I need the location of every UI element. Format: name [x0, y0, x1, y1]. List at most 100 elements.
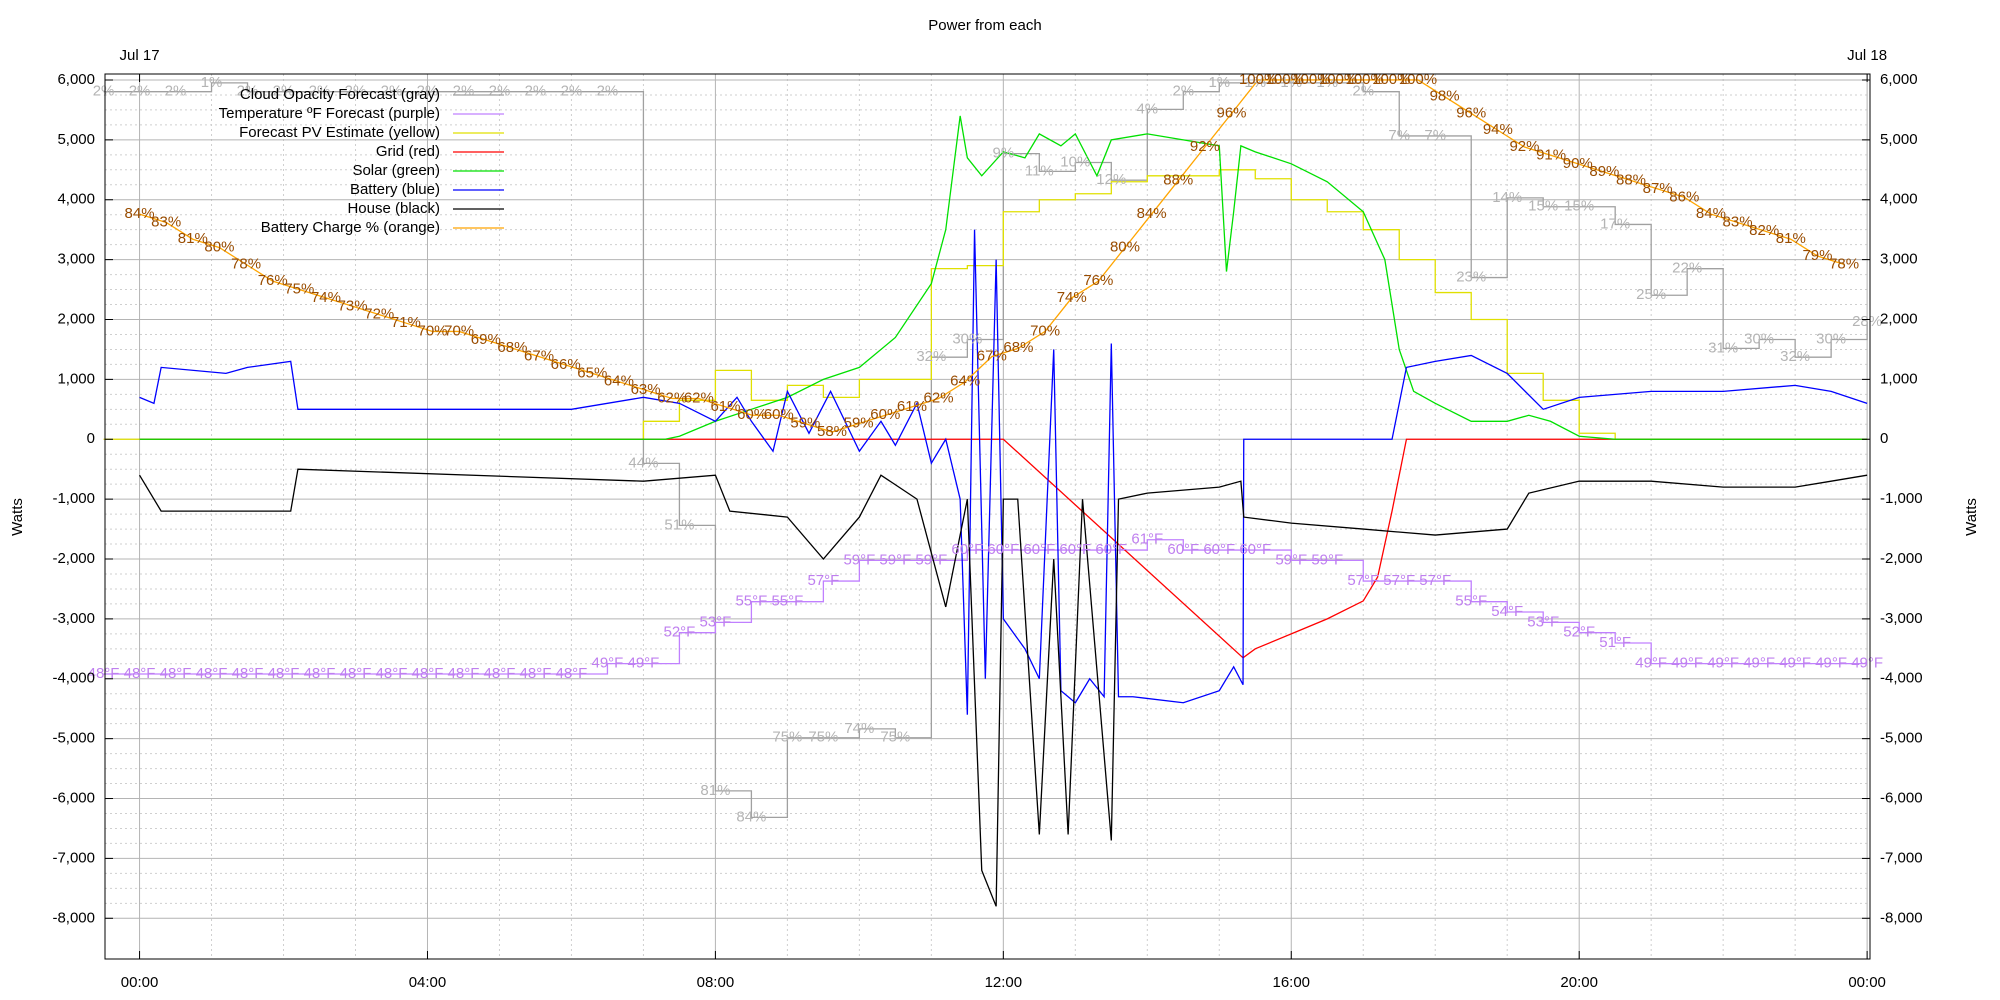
- data-label: 62%: [684, 389, 714, 406]
- data-label: 60°F: [951, 541, 983, 558]
- data-label: 17%: [1600, 215, 1630, 232]
- series-line: [103, 539, 1868, 675]
- data-label: 32%: [916, 348, 946, 365]
- data-label: 30%: [1744, 330, 1774, 347]
- data-label: 28%: [1852, 313, 1882, 330]
- data-label: 48°F: [160, 665, 192, 682]
- data-label: 73%: [338, 297, 368, 314]
- data-label: 96%: [1456, 104, 1486, 121]
- x-tick-label: 12:00: [985, 974, 1023, 991]
- y2-tick-label: -3,000: [1880, 610, 1923, 627]
- data-label: 2%: [597, 83, 619, 100]
- x-tick-label: 20:00: [1560, 974, 1598, 991]
- data-label: 54°F: [1491, 603, 1523, 620]
- y-tick-label: 5,000: [57, 131, 95, 148]
- legend-label: House (black): [347, 200, 440, 217]
- data-label: 48°F: [304, 665, 336, 682]
- data-label: 64%: [604, 373, 634, 390]
- data-label: 96%: [1217, 104, 1247, 121]
- data-label: 48°F: [448, 665, 480, 682]
- data-label: 15%: [1528, 198, 1558, 215]
- data-label: 100%: [1319, 71, 1357, 88]
- data-label: 1%: [1316, 74, 1338, 91]
- data-label: 86%: [1669, 188, 1699, 205]
- data-label: 100%: [1266, 71, 1304, 88]
- data-label: 84%: [1137, 205, 1167, 222]
- data-label: 92%: [1509, 138, 1539, 155]
- data-label: 60%: [764, 406, 794, 423]
- data-label: 23%: [1456, 269, 1486, 286]
- data-label: 2%: [525, 83, 547, 100]
- data-label: 67%: [524, 348, 554, 365]
- data-label: 2%: [417, 83, 439, 100]
- data-label: 57°F: [1419, 572, 1451, 589]
- y2-tick-label: -4,000: [1880, 670, 1923, 687]
- y2-tick-label: 4,000: [1880, 191, 1918, 208]
- series-line: [139, 438, 1868, 659]
- data-label: 51%: [664, 516, 694, 533]
- legend-label: Temperature ºF Forecast (purple): [219, 105, 440, 122]
- data-label: 53°F: [699, 613, 731, 630]
- data-label: 1%: [201, 74, 223, 91]
- data-label: 2%: [561, 83, 583, 100]
- data-label: 98%: [1430, 88, 1460, 105]
- data-label: 61%: [710, 398, 740, 415]
- legend-label: Solar (green): [352, 162, 440, 179]
- data-label: 65%: [577, 364, 607, 381]
- y2-tick-label: 0: [1880, 430, 1888, 447]
- data-label: 55°F: [1455, 593, 1487, 610]
- data-label: 49°F: [1779, 655, 1811, 672]
- y2-axis-label: Watts: [1963, 498, 1980, 536]
- data-label: 14%: [1492, 189, 1522, 206]
- data-label: 30%: [952, 330, 982, 347]
- y-tick-label: -2,000: [52, 550, 95, 567]
- y-tick-label: 2,000: [57, 310, 95, 327]
- data-label: 32%: [1780, 348, 1810, 365]
- data-label: 60°F: [1167, 541, 1199, 558]
- data-label: 48°F: [340, 665, 372, 682]
- y-tick-label: 0: [87, 430, 95, 447]
- y-tick-label: 4,000: [57, 191, 95, 208]
- data-label: 82%: [1749, 222, 1779, 239]
- data-label: 11%: [1025, 162, 1054, 179]
- data-label: 1%: [1280, 74, 1302, 91]
- y2-tick-label: -5,000: [1880, 730, 1923, 747]
- data-label: 70%: [444, 322, 474, 339]
- data-label: 83%: [151, 213, 181, 230]
- data-label: 72%: [364, 306, 394, 323]
- data-label: 2%: [93, 83, 115, 100]
- data-label: 44%: [628, 454, 658, 471]
- y-tick-label: 3,000: [57, 251, 95, 268]
- data-label: 81%: [178, 230, 208, 247]
- y-axis-label: Watts: [9, 498, 26, 536]
- y2-tick-label: 2,000: [1880, 310, 1918, 327]
- y-tick-label: -1,000: [52, 490, 95, 507]
- legend-label: Grid (red): [376, 143, 440, 160]
- data-label: 7%: [1424, 127, 1446, 144]
- data-label: 15%: [1564, 198, 1594, 215]
- data-label: 81%: [700, 782, 730, 799]
- data-label: 49°F: [1851, 655, 1883, 672]
- data-label: 49°F: [1635, 655, 1667, 672]
- data-label: 51°F: [1599, 634, 1631, 651]
- data-label: 61°F: [1131, 531, 1163, 548]
- y-tick-label: -5,000: [52, 730, 95, 747]
- y-tick-label: -8,000: [52, 909, 95, 926]
- x-tick-label: 04:00: [409, 974, 447, 991]
- data-label: 2%: [345, 83, 367, 100]
- data-label: 66%: [551, 356, 581, 373]
- plot-frame: [104, 73, 1871, 960]
- data-label: 57°F: [807, 572, 839, 589]
- y2-tick-label: -7,000: [1880, 849, 1923, 866]
- data-label: 48°F: [412, 665, 444, 682]
- x-tick-label: 00:00: [1848, 974, 1886, 991]
- data-label: 55°F: [735, 593, 767, 610]
- data-label: 31%: [1708, 339, 1738, 356]
- data-label: 52°F: [1563, 624, 1595, 641]
- data-label: 71%: [391, 314, 421, 331]
- data-label: 83%: [1723, 213, 1753, 230]
- series-line: [139, 115, 1868, 440]
- y2-tick-label: 6,000: [1880, 71, 1918, 88]
- data-label: 2%: [381, 83, 403, 100]
